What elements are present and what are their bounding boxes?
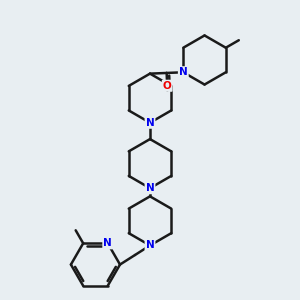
Text: N: N [146, 118, 154, 128]
Text: N: N [146, 241, 154, 250]
Text: N: N [146, 183, 154, 193]
Text: N: N [103, 238, 112, 248]
Text: O: O [163, 81, 172, 91]
Text: N: N [179, 67, 188, 77]
